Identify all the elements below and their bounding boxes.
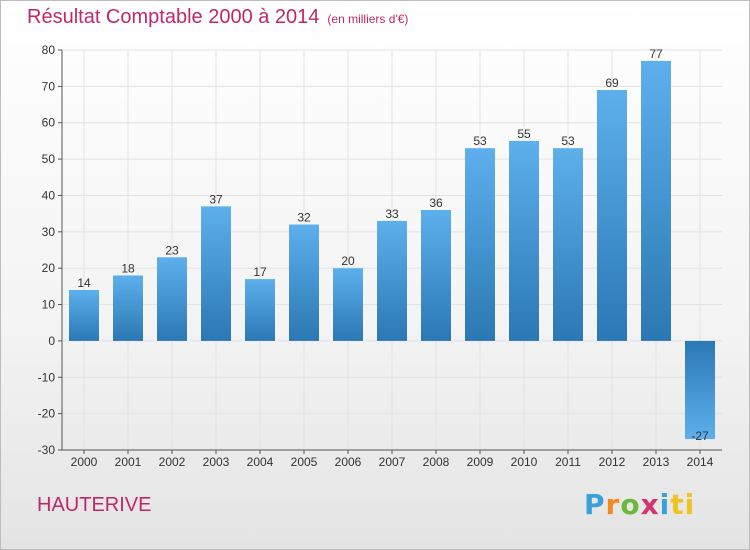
data-label: 17 (253, 265, 267, 279)
logo-letter: o (620, 488, 641, 521)
x-tick-label: 2002 (159, 455, 186, 469)
x-tick-label: 2012 (599, 455, 626, 469)
logo-letter: P (584, 488, 606, 521)
chart-title-text: Résultat Comptable 2000 à 2014 (27, 6, 320, 28)
x-tick-label: 2001 (115, 455, 142, 469)
x-tick-label: 2009 (467, 455, 494, 469)
bar (421, 210, 451, 341)
x-tick-label: 2000 (71, 455, 98, 469)
x-tick-label: 2007 (379, 455, 406, 469)
bar (333, 268, 363, 341)
logo-letter: ti (670, 488, 696, 521)
data-label: 20 (341, 254, 355, 268)
y-tick-label: 80 (42, 43, 56, 57)
y-tick-label: -10 (38, 370, 56, 384)
proxiti-logo: Proxiti (584, 488, 695, 521)
data-label: 77 (649, 47, 663, 61)
y-tick-label: 60 (42, 116, 56, 130)
bar (289, 224, 319, 341)
data-label: 36 (429, 196, 443, 210)
bar (465, 148, 495, 341)
data-label: 23 (165, 243, 179, 257)
city-name: HAUTERIVE (37, 494, 152, 516)
data-label: 33 (385, 207, 399, 221)
y-tick-label: 30 (42, 225, 56, 239)
bar (553, 148, 583, 341)
chart-title: Résultat Comptable 2000 à 2014 (en millie… (27, 6, 408, 29)
bar (641, 60, 671, 341)
x-tick-label: 2008 (423, 455, 450, 469)
x-tick-label: 2011 (555, 455, 581, 469)
y-tick-label: -30 (38, 443, 56, 457)
y-tick-label: 70 (42, 79, 56, 93)
x-tick-label: 2006 (335, 455, 362, 469)
data-label: -27 (691, 429, 709, 443)
logo-letter: x (640, 488, 660, 521)
data-label: 53 (561, 134, 575, 148)
data-label: 69 (605, 76, 619, 90)
x-tick-label: 2003 (203, 455, 230, 469)
y-tick-label: 0 (48, 334, 55, 348)
chart-subtitle: (en milliers d'€) (327, 12, 409, 26)
bar (509, 140, 539, 341)
bar (201, 206, 231, 341)
x-tick-label: 2005 (291, 455, 318, 469)
data-label: 55 (517, 127, 531, 141)
bar (597, 90, 627, 341)
bar-layer (69, 60, 715, 440)
data-label: 14 (77, 276, 91, 290)
bar (377, 220, 407, 341)
data-label: 18 (121, 261, 135, 275)
bar (157, 257, 187, 341)
x-tick-label: 2014 (687, 455, 714, 469)
bar (685, 340, 715, 440)
axis-layer: -30 -20 -10 0 10 20 30 40 50 60 70 80 2000 2001 2002 20… (38, 43, 722, 469)
x-tick-label: 2010 (511, 455, 538, 469)
bar (113, 275, 143, 341)
x-tick-label: 2004 (247, 455, 274, 469)
logo-letter: i (659, 488, 671, 521)
y-tick-label: -20 (38, 407, 56, 421)
y-tick-label: 20 (42, 261, 56, 275)
bar (69, 290, 99, 341)
bar (245, 279, 275, 341)
logo-letter: r (605, 488, 621, 521)
y-tick-label: 50 (42, 152, 56, 166)
y-tick-label: 40 (42, 188, 56, 202)
data-label: 53 (473, 134, 487, 148)
label-layer: 14 18 23 37 17 32 20 33 36 53 55 53 69 77 -27 (77, 47, 709, 443)
data-label: 32 (297, 211, 311, 225)
data-label: 37 (209, 192, 223, 206)
y-tick-label: 10 (42, 298, 56, 312)
x-tick-label: 2013 (643, 455, 670, 469)
